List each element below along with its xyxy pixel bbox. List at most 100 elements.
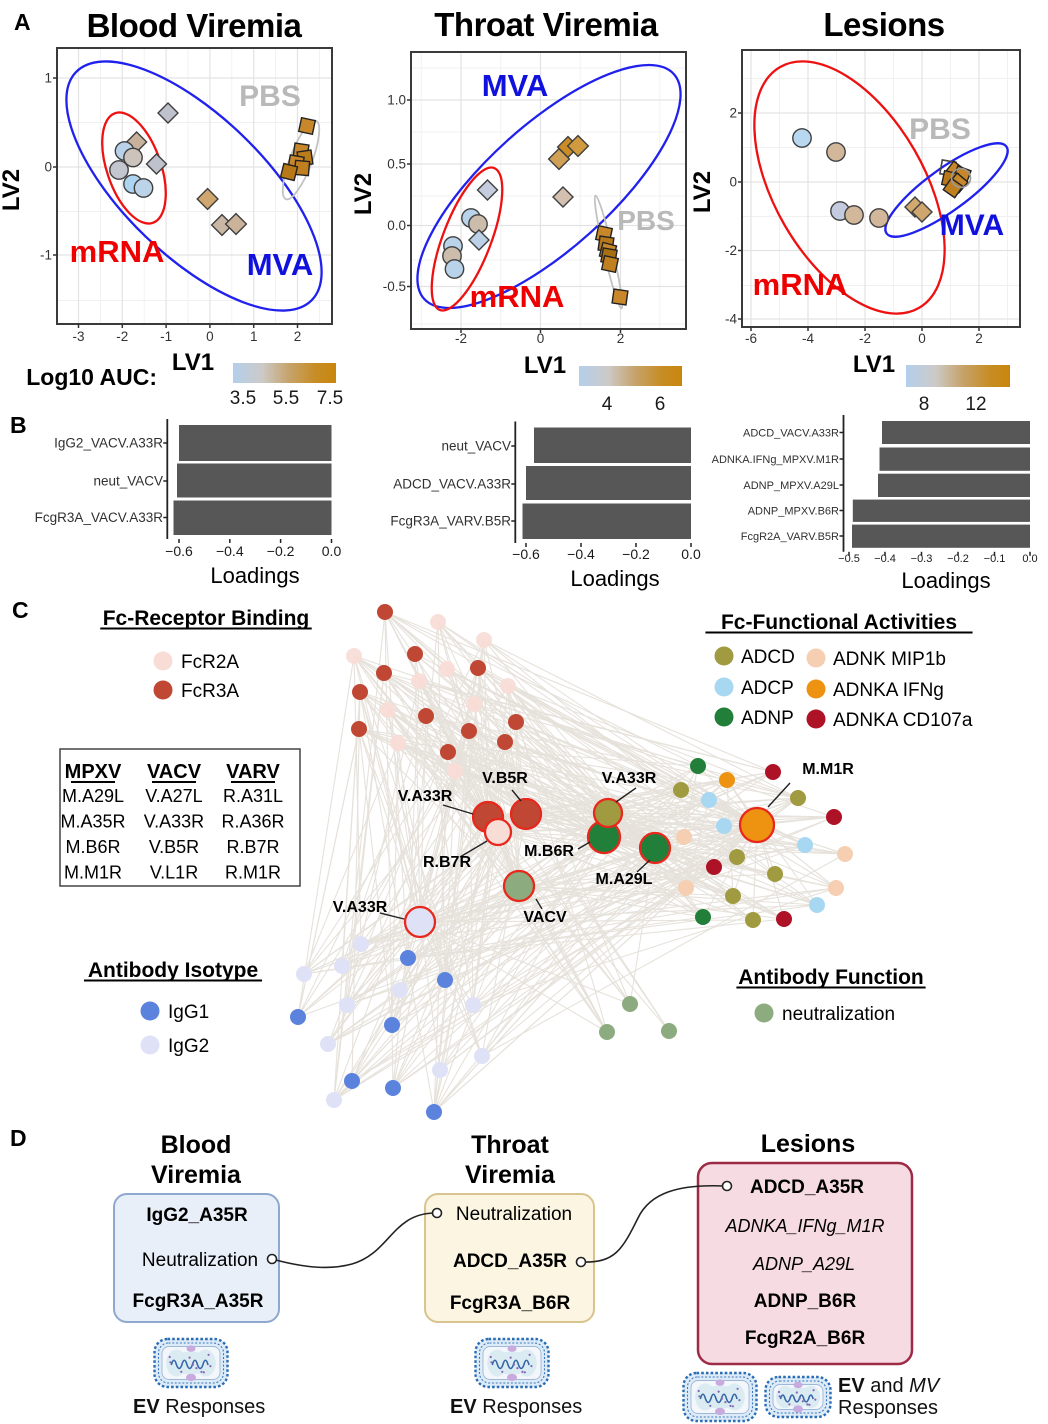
svg-text:ADCD_VACV.A33R: ADCD_VACV.A33R (743, 427, 839, 439)
svg-text:EV Responses: EV Responses (133, 1396, 265, 1418)
svg-text:FcgR3A_VACV.A33R: FcgR3A_VACV.A33R (35, 510, 164, 525)
svg-text:2: 2 (975, 331, 983, 346)
svg-text:ADNKA CD107a: ADNKA CD107a (833, 710, 973, 731)
svg-text:Throat Viremia: Throat Viremia (434, 6, 659, 43)
svg-text:0.0: 0.0 (681, 546, 701, 562)
svg-text:−0.5: −0.5 (838, 553, 860, 565)
svg-text:R.B7R: R.B7R (423, 854, 471, 871)
svg-text:0: 0 (729, 175, 737, 190)
svg-text:MVA: MVA (482, 68, 549, 103)
svg-text:ADNP: ADNP (741, 708, 794, 729)
svg-text:V.A33R: V.A33R (602, 770, 657, 787)
svg-text:-2: -2 (116, 329, 128, 344)
svg-text:M.M1R: M.M1R (64, 863, 122, 883)
svg-text:6: 6 (655, 394, 666, 415)
svg-text:7.5: 7.5 (317, 388, 343, 409)
svg-text:Loadings: Loadings (210, 563, 299, 588)
svg-text:B: B (10, 412, 27, 438)
svg-text:VACV: VACV (523, 909, 567, 926)
svg-text:R.M1R: R.M1R (225, 863, 281, 883)
svg-text:8: 8 (919, 394, 930, 415)
svg-text:-2: -2 (455, 331, 467, 346)
svg-text:VARV: VARV (226, 761, 280, 783)
svg-text:ADNP_MPXV.A29L: ADNP_MPXV.A29L (743, 480, 839, 492)
svg-text:Throat: Throat (471, 1131, 549, 1159)
svg-text:ADCD: ADCD (741, 647, 795, 668)
svg-text:1: 1 (250, 329, 258, 344)
svg-text:ADCD_A35R: ADCD_A35R (750, 1177, 864, 1198)
svg-text:M.A35R: M.A35R (60, 812, 125, 832)
svg-text:1.0: 1.0 (387, 93, 406, 108)
svg-text:-6: -6 (745, 331, 757, 346)
svg-text:LV1: LV1 (172, 349, 214, 376)
svg-text:-0.5: -0.5 (383, 279, 406, 294)
svg-text:FcR3A: FcR3A (181, 681, 239, 702)
svg-text:Fc-Functional Activities: Fc-Functional Activities (721, 611, 957, 634)
svg-text:Blood: Blood (161, 1131, 232, 1159)
svg-text:M.A29L: M.A29L (596, 871, 653, 888)
svg-text:V.A33R: V.A33R (333, 899, 388, 916)
svg-text:Lesions: Lesions (823, 6, 944, 43)
svg-text:mRNA: mRNA (470, 279, 565, 314)
svg-text:V.A27L: V.A27L (145, 786, 202, 806)
svg-text:Loadings: Loadings (570, 566, 659, 591)
svg-text:-1: -1 (40, 248, 52, 263)
svg-text:V.A33R: V.A33R (398, 788, 453, 805)
svg-text:−0.4: −0.4 (874, 553, 896, 565)
svg-text:−0.2: −0.2 (622, 546, 650, 562)
svg-text:Viremia: Viremia (465, 1161, 556, 1189)
svg-text:3.5: 3.5 (230, 388, 256, 409)
svg-text:-4: -4 (802, 331, 814, 346)
svg-text:ADNK MIP1b: ADNK MIP1b (833, 649, 946, 670)
svg-text:0: 0 (537, 331, 545, 346)
svg-text:Neutralization: Neutralization (142, 1250, 258, 1271)
svg-text:M.B6R: M.B6R (65, 837, 120, 857)
svg-text:0.5: 0.5 (387, 157, 406, 172)
svg-text:ADCP: ADCP (741, 678, 794, 699)
svg-text:-2: -2 (725, 243, 737, 258)
svg-text:mRNA: mRNA (70, 234, 165, 269)
svg-text:ADNP_A29L: ADNP_A29L (752, 1254, 855, 1274)
svg-text:LV2: LV2 (689, 171, 716, 213)
svg-text:Responses: Responses (838, 1397, 938, 1419)
svg-text:FcgR3A_VARV.B5R: FcgR3A_VARV.B5R (390, 514, 511, 529)
svg-text:ADNP_MPXV.B6R: ADNP_MPXV.B6R (748, 505, 839, 517)
svg-text:5.5: 5.5 (273, 388, 299, 409)
svg-text:−0.3: −0.3 (911, 553, 933, 565)
svg-text:MPXV: MPXV (65, 761, 122, 783)
svg-text:EV Responses: EV Responses (450, 1396, 582, 1418)
svg-text:LV2: LV2 (350, 173, 377, 215)
svg-text:V.L1R: V.L1R (150, 863, 198, 883)
svg-text:Neutralization: Neutralization (456, 1204, 572, 1225)
svg-text:−0.2: −0.2 (267, 543, 295, 559)
svg-text:−0.6: −0.6 (512, 546, 540, 562)
svg-text:neut_VACV: neut_VACV (441, 439, 511, 454)
svg-text:2: 2 (294, 329, 302, 344)
svg-text:neut_VACV: neut_VACV (93, 474, 163, 489)
svg-text:-3: -3 (72, 329, 84, 344)
svg-text:-4: -4 (725, 312, 737, 327)
svg-text:R.A36R: R.A36R (221, 812, 284, 832)
svg-text:M.M1R: M.M1R (802, 761, 854, 778)
svg-text:IgG2_VACV.A33R: IgG2_VACV.A33R (54, 436, 163, 451)
svg-text:ADNKA IFNg: ADNKA IFNg (833, 680, 944, 701)
svg-text:FcgR3A_B6R: FcgR3A_B6R (450, 1293, 571, 1314)
svg-text:-2: -2 (859, 331, 871, 346)
svg-text:neutralization: neutralization (782, 1004, 895, 1025)
svg-text:−0.6: −0.6 (165, 543, 193, 559)
svg-text:VACV: VACV (147, 761, 202, 783)
svg-text:ADNKA_IFNg_M1R: ADNKA_IFNg_M1R (724, 1216, 884, 1236)
svg-text:FcgR3A_A35R: FcgR3A_A35R (133, 1291, 264, 1312)
svg-text:LV1: LV1 (524, 352, 566, 379)
svg-text:PBS: PBS (617, 205, 675, 236)
svg-text:12: 12 (965, 394, 986, 415)
svg-text:EV and MV: EV and MV (838, 1375, 941, 1397)
svg-text:ADCD_VACV.A33R: ADCD_VACV.A33R (393, 477, 511, 492)
svg-text:C: C (12, 597, 29, 623)
svg-text:M.B6R: M.B6R (524, 843, 574, 860)
svg-text:−0.2: −0.2 (947, 553, 969, 565)
svg-text:2: 2 (617, 331, 625, 346)
svg-text:IgG2: IgG2 (168, 1036, 209, 1057)
svg-text:Blood Viremia: Blood Viremia (87, 7, 303, 44)
svg-text:-1: -1 (160, 329, 172, 344)
